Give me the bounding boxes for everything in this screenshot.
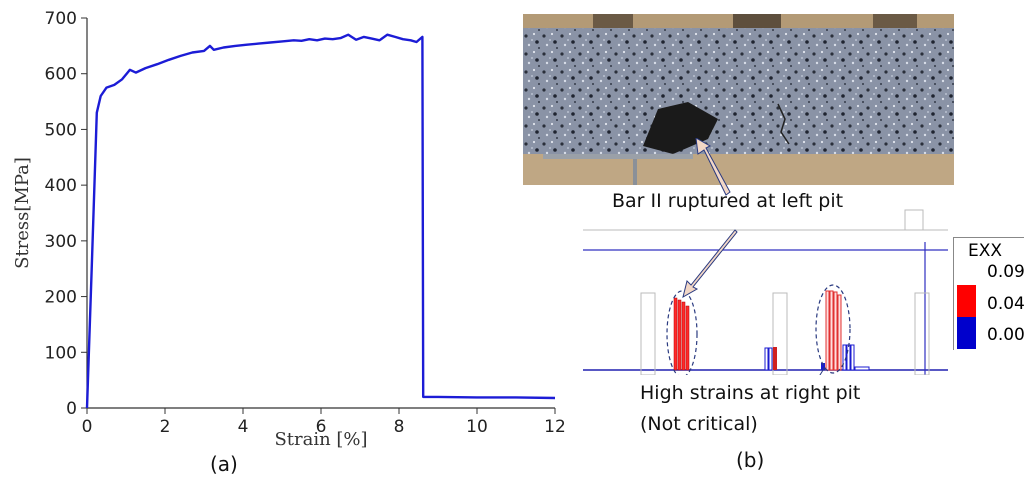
y-tick-label: 600	[45, 65, 77, 85]
legend-value-mid: 0.04	[987, 294, 1024, 314]
right-pit-strain-bars	[821, 290, 870, 371]
x-tick-label: 0	[82, 417, 93, 437]
high-strain-callout-line1: High strains at right pit	[640, 382, 861, 404]
rupture-arrow	[682, 229, 738, 299]
y-tick-label: 200	[45, 288, 77, 308]
high-strain-leader	[819, 366, 826, 375]
rupture-callout: Bar II ruptured at left pit	[612, 190, 844, 212]
x-axis-title: Strain [%]	[274, 429, 367, 450]
y-tick-label: 400	[45, 176, 77, 196]
y-tick-label: 0	[66, 399, 77, 419]
x-tick-label: 4	[238, 417, 249, 437]
fem-strain-diagram	[583, 209, 948, 375]
y-tick-label: 500	[45, 120, 77, 140]
pit-outline-1	[640, 292, 656, 375]
legend-value-high: 0.09	[987, 262, 1024, 282]
high-strain-callout-line2: (Not critical)	[640, 413, 758, 435]
stress-strain-chart: 0 100 200 300 400 500 600 700 0 2 4 6 8 10 12 Strain …	[12, 9, 566, 450]
exx-legend: EXX 0.09 0.04 0.00	[953, 237, 1024, 350]
stress-strain-line	[85, 33, 556, 409]
pit-outline-3	[914, 292, 930, 375]
x-tick-label: 10	[466, 417, 488, 437]
x-tick-label: 6	[316, 417, 327, 437]
y-tick-label: 700	[45, 9, 77, 29]
x-tick-label: 12	[544, 417, 566, 437]
x-ticks: 0 2 4 6 8 10 12	[82, 408, 566, 437]
x-tick-label: 8	[394, 417, 405, 437]
legend-value-low: 0.00	[987, 325, 1024, 345]
right-pit-highlight	[815, 284, 851, 374]
y-tick-label: 100	[45, 343, 77, 363]
left-pit-strain-bars	[673, 297, 690, 371]
legend-swatch-blue	[957, 317, 976, 349]
middle-strain-bars	[764, 347, 777, 371]
left-pit-highlight	[666, 290, 698, 375]
y-axis-title: Stress[MPa]	[12, 157, 33, 269]
panel-b-label: (b)	[736, 448, 765, 472]
panel-a-label: (a)	[210, 452, 238, 476]
legend-swatch-red	[957, 285, 976, 317]
legend-title: EXX	[968, 241, 1003, 261]
photo-arrow	[695, 138, 731, 196]
specimen-photo	[523, 14, 954, 185]
y-tick-label: 300	[45, 232, 77, 252]
x-tick-label: 2	[160, 417, 171, 437]
fem-support-plate	[904, 209, 924, 231]
y-ticks: 0 100 200 300 400 500 600 700	[45, 9, 87, 419]
pit-outline-2	[772, 292, 788, 375]
